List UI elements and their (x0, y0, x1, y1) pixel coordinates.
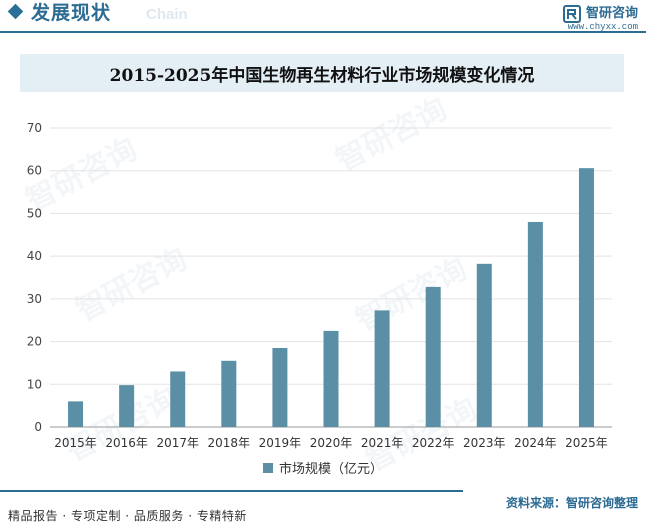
x-tick-label: 2020年 (310, 436, 353, 450)
y-tick-label: 70 (27, 121, 42, 135)
section-subtitle: Chain (146, 6, 188, 23)
y-tick-label: 60 (27, 164, 42, 178)
y-axis: 0 10 20 30 40 50 60 70 (27, 121, 612, 434)
bar-2019年 (272, 347, 288, 427)
x-tick-label: 2015年 (54, 436, 97, 450)
chart-title-band: 2015-2025年中国生物再生材料行业市场规模变化情况 (20, 54, 624, 92)
y-tick-label: 50 (27, 206, 42, 220)
bar-2017年 (170, 371, 186, 427)
brand-url: www.chyxx.com (567, 22, 638, 32)
x-tick-label: 2021年 (361, 436, 404, 450)
chart-title: 2015-2025年中国生物再生材料行业市场规模变化情况 (109, 65, 535, 86)
brand-logo-icon (562, 5, 581, 23)
y-tick-label: 10 (27, 377, 42, 391)
x-tick-label: 2022年 (412, 436, 455, 450)
bar-2015年 (68, 401, 84, 427)
header-underline (0, 31, 646, 33)
legend-label: 市场规模（亿元） (278, 462, 383, 477)
footer: 精品报告 · 专项定制 · 品质服务 · 专精特新 (0, 505, 646, 527)
bar-2020年 (323, 330, 339, 427)
brand-name: 智研咨询 (585, 6, 638, 21)
source-rule (0, 490, 463, 492)
legend-swatch (262, 462, 273, 473)
x-axis: 2015年 2016年 2017年 2018年 2019年 2020年 2021年 2022年… (54, 436, 607, 450)
bar-2018年 (221, 360, 237, 427)
bar-2021年 (374, 310, 390, 427)
x-tick-label: 2025年 (565, 436, 608, 450)
bar-2024年 (527, 221, 543, 427)
x-tick-label: 2017年 (156, 436, 199, 450)
section-title: 发展现状 (31, 2, 112, 24)
y-tick-label: 40 (27, 249, 42, 263)
bar-2023年 (476, 263, 492, 427)
x-tick-label: 2024年 (514, 436, 557, 450)
bar-2022年 (425, 286, 441, 427)
x-tick-label: 2019年 (259, 436, 302, 450)
legend: 市场规模（亿元） (0, 458, 646, 477)
section-header: 发展现状 Chain (0, 0, 646, 36)
bar-2016年 (119, 385, 135, 427)
bar-series (68, 168, 594, 427)
x-tick-label: 2018年 (208, 436, 251, 450)
bar-2025年 (578, 168, 594, 427)
footer-text: 精品报告 · 专项定制 · 品质服务 · 专精特新 (8, 509, 247, 523)
y-tick-label: 30 (27, 292, 42, 306)
x-tick-label: 2023年 (463, 436, 506, 450)
brand: 智研咨询 (562, 5, 638, 23)
y-tick-label: 0 (34, 420, 42, 434)
x-tick-label: 2016年 (105, 436, 148, 450)
source-note: 资料来源：智研咨询整理 (505, 496, 638, 510)
y-tick-label: 20 (27, 335, 42, 349)
